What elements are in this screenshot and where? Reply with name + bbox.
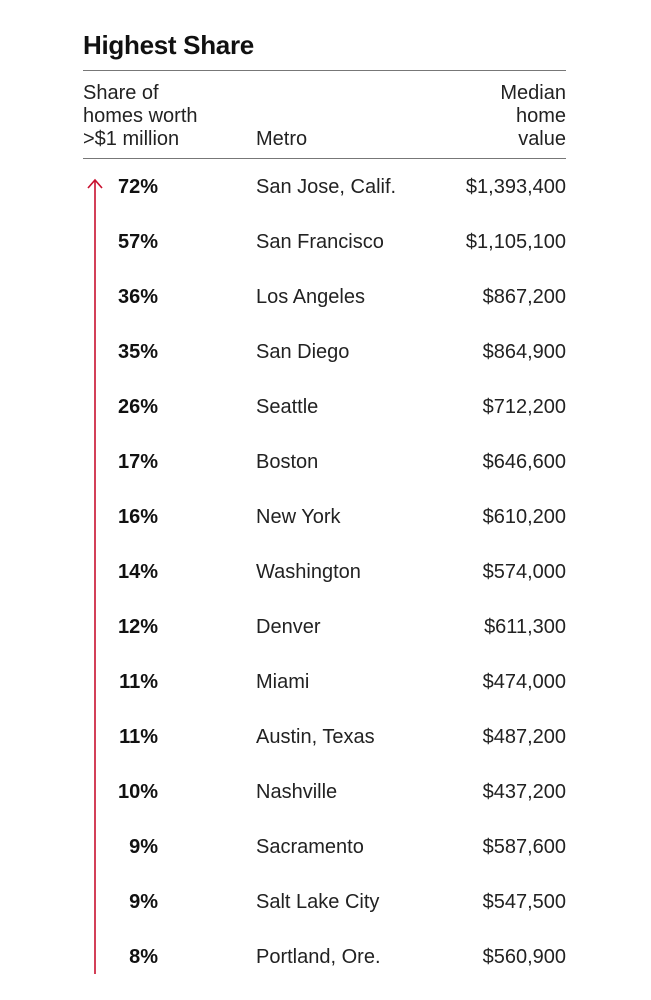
chart-title: Highest Share <box>83 30 254 60</box>
share-value: 9% <box>129 836 158 858</box>
metro-name: Salt Lake City <box>256 891 380 913</box>
median-home-value: $474,000 <box>482 671 566 693</box>
share-header-line: >$1 million <box>83 128 180 150</box>
table-row: 26% Seattle $712,200 <box>0 379 651 434</box>
metro-name: New York <box>256 506 341 528</box>
median-home-value: $437,200 <box>482 781 566 803</box>
share-value: 17% <box>117 451 158 473</box>
table-row: 11% Austin, Texas $487,200 <box>0 709 651 764</box>
median-home-value: $560,900 <box>482 946 566 968</box>
table-row: 36% Los Angeles $867,200 <box>0 269 651 324</box>
table-row: 57% San Francisco $1,105,100 <box>0 214 651 269</box>
share-value: 12% <box>117 616 158 638</box>
table-row: 72% San Jose, Calif. $1,393,400 <box>0 159 651 214</box>
table-row: 10% Nashville $437,200 <box>0 764 651 819</box>
table-row: 16% New York $610,200 <box>0 489 651 544</box>
table-row: 9% Sacramento $587,600 <box>0 819 651 874</box>
median-home-value: $646,600 <box>482 451 566 473</box>
table-row: 35% San Diego $864,900 <box>0 324 651 379</box>
metro-column-header: Metro <box>256 128 307 151</box>
median-home-value: $610,200 <box>482 506 566 528</box>
metro-name: Miami <box>256 671 310 693</box>
share-value: 57% <box>117 231 158 253</box>
median-home-value: $487,200 <box>482 726 566 748</box>
up-arrow-icon <box>87 178 103 974</box>
metro-name: Los Angeles <box>256 286 365 308</box>
share-value: 16% <box>117 506 158 528</box>
share-value: 14% <box>117 561 158 583</box>
top-rule <box>83 70 566 71</box>
share-value: 35% <box>117 341 158 363</box>
metro-name: Denver <box>256 616 321 638</box>
metro-name: Boston <box>256 451 319 473</box>
table-row: 17% Boston $646,600 <box>0 434 651 489</box>
table-row: 12% Denver $611,300 <box>0 599 651 654</box>
median-home-value: $587,600 <box>482 836 566 858</box>
share-header-line: Share of <box>83 82 159 104</box>
table-row: 9% Salt Lake City $547,500 <box>0 874 651 929</box>
share-value: 26% <box>117 396 158 418</box>
median-home-value: $1,105,100 <box>465 231 566 253</box>
metro-name: Portland, Ore. <box>256 946 381 968</box>
median-home-value: $611,300 <box>484 616 566 638</box>
share-header-line: homes worth <box>83 105 198 127</box>
median-home-value: $547,500 <box>482 891 566 913</box>
median-home-value: $712,200 <box>482 396 566 418</box>
metro-name: Nashville <box>256 781 338 803</box>
median-header-line: value <box>518 128 566 150</box>
share-column-header: Share of homes worth >$1 million <box>83 82 243 151</box>
share-value: 8% <box>129 946 158 968</box>
metro-name: Austin, Texas <box>256 726 375 748</box>
median-home-value: $867,200 <box>482 286 566 308</box>
metro-header-line: Metro <box>256 128 308 150</box>
metro-name: Washington <box>256 561 361 583</box>
metro-name: Seattle <box>256 396 319 418</box>
metro-name: Sacramento <box>256 836 364 858</box>
table-row: 14% Washington $574,000 <box>0 544 651 599</box>
median-header-line: home <box>515 105 566 127</box>
metro-name: San Jose, Calif. <box>256 176 397 198</box>
table-row: 8% Portland, Ore. $560,900 <box>0 929 651 984</box>
median-header-line: Median <box>500 82 566 104</box>
table-row: 11% Miami $474,000 <box>0 654 651 709</box>
median-home-value: $1,393,400 <box>465 176 566 198</box>
metro-name: San Francisco <box>256 231 384 253</box>
header-rule <box>83 158 566 159</box>
share-value: 11% <box>119 726 158 748</box>
median-home-value: $864,900 <box>482 341 566 363</box>
share-value: 36% <box>117 286 158 308</box>
share-value: 11% <box>119 671 158 693</box>
median-value-column-header: Median home value <box>446 82 566 151</box>
metro-name: San Diego <box>256 341 350 363</box>
share-value: 72% <box>117 176 158 198</box>
share-value: 9% <box>129 891 158 913</box>
share-value: 10% <box>117 781 158 803</box>
median-home-value: $574,000 <box>482 561 566 583</box>
